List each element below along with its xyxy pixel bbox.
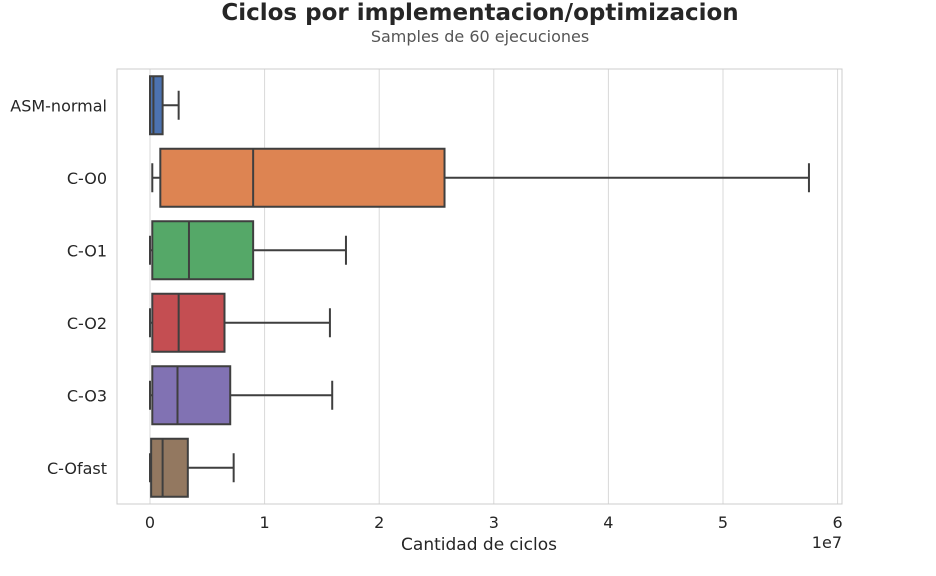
y-tick-labels: ASM-normal C-O0 C-O1 C-O2 C-O3 C-Ofast xyxy=(10,96,107,478)
x-tick-label-4: 4 xyxy=(603,513,613,532)
x-tick-label-6: 6 xyxy=(833,513,843,532)
box-c-o2 xyxy=(149,292,331,353)
x-tick-label-3: 3 xyxy=(489,513,499,532)
x-tick-label-5: 5 xyxy=(718,513,728,532)
boxes-group xyxy=(149,75,810,498)
chart-title: Ciclos por implementacion/optimizacion xyxy=(221,0,739,26)
box-rect-c-ofast xyxy=(150,437,189,498)
y-tick-label-c-o2: C-O2 xyxy=(67,314,107,333)
box-asm-normal xyxy=(149,75,180,136)
x-tick-labels: 0 1 2 3 4 5 6 xyxy=(145,513,843,532)
x-offset-label: 1e7 xyxy=(812,533,842,552)
x-tick-label-2: 2 xyxy=(374,513,384,532)
x-tick-label-1: 1 xyxy=(260,513,270,532)
box-rect-c-o2 xyxy=(151,292,226,353)
box-rect-c-o0 xyxy=(159,147,446,208)
box-rect-c-o1 xyxy=(151,220,255,281)
box-c-ofast xyxy=(149,437,235,498)
box-c-o0 xyxy=(151,147,810,208)
chart-subtitle: Samples de 60 ejecuciones xyxy=(370,27,590,46)
y-tick-label-c-o1: C-O1 xyxy=(67,241,107,260)
box-c-o3 xyxy=(149,365,334,426)
y-tick-label-asm-normal: ASM-normal xyxy=(10,96,107,115)
plot-frame xyxy=(116,68,843,505)
box-c-o1 xyxy=(149,220,347,281)
x-axis-label: Cantidad de ciclos xyxy=(401,535,557,555)
y-tick-label-c-ofast: C-Ofast xyxy=(47,459,107,478)
y-tick-label-c-o0: C-O0 xyxy=(67,169,107,188)
box-rect-asm-normal xyxy=(149,75,164,136)
box-rect-c-o3 xyxy=(151,365,232,426)
y-tick-label-c-o3: C-O3 xyxy=(67,386,107,405)
grid-lines xyxy=(149,69,839,504)
x-tick-label-0: 0 xyxy=(145,513,155,532)
